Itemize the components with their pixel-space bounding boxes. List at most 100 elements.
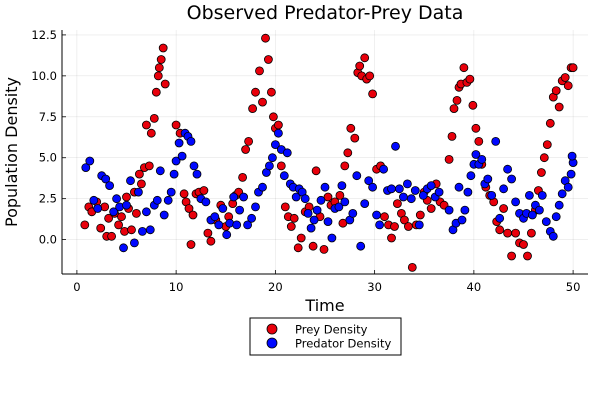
predator-point xyxy=(291,192,301,202)
prey-point xyxy=(474,136,484,146)
predator-point xyxy=(251,202,260,212)
prey-point xyxy=(471,123,481,133)
prey-point xyxy=(280,202,290,212)
predator-point xyxy=(171,156,181,166)
predator-point xyxy=(273,128,283,138)
predator-point xyxy=(93,204,103,213)
predator-point xyxy=(166,187,176,197)
prey-point xyxy=(335,190,345,200)
prey-point xyxy=(449,104,459,113)
predator-point xyxy=(229,192,239,202)
predator-point xyxy=(89,195,99,205)
prey-point xyxy=(149,114,159,123)
predator-point xyxy=(137,226,147,236)
predator-point xyxy=(364,176,374,186)
predator-point xyxy=(337,181,347,191)
prey-point xyxy=(184,204,194,213)
legend: Prey Density Predator Density xyxy=(249,317,402,356)
predator-point xyxy=(306,223,316,233)
prey-point xyxy=(273,120,283,130)
prey-point xyxy=(144,161,154,171)
prey-point xyxy=(499,204,509,213)
prey-point xyxy=(523,251,532,261)
predator-point xyxy=(414,220,424,230)
predator-point xyxy=(426,181,436,191)
prey-point xyxy=(146,128,156,138)
predator-point xyxy=(214,220,224,230)
predator-point xyxy=(186,136,196,146)
predator-point xyxy=(109,207,118,217)
predator-point xyxy=(141,207,151,217)
predator-point xyxy=(499,184,509,194)
predator-point xyxy=(483,174,493,184)
prey-point xyxy=(568,63,578,73)
prey-point xyxy=(263,55,273,64)
prey-point xyxy=(459,63,469,73)
predator-point xyxy=(189,161,199,171)
predator-point xyxy=(152,195,162,205)
predator-point xyxy=(391,141,400,151)
prey-point xyxy=(261,33,270,43)
legend-box xyxy=(249,317,402,356)
prey-point xyxy=(151,87,161,97)
predator-point xyxy=(398,192,408,202)
prey-point xyxy=(415,210,425,220)
predator-point xyxy=(279,171,289,181)
x-tick-label: 30 xyxy=(367,280,382,294)
predator-point xyxy=(535,205,544,215)
predator-point xyxy=(340,197,350,207)
prey-point xyxy=(293,243,303,253)
predator-point xyxy=(222,230,232,240)
predator-point xyxy=(258,182,267,192)
predator-point xyxy=(323,217,333,227)
predator-point xyxy=(394,184,404,194)
predator-point xyxy=(511,197,520,207)
y-tick-label: 10.0 xyxy=(31,69,57,83)
prey-point xyxy=(238,172,248,182)
prey-point xyxy=(107,231,116,241)
prey-point xyxy=(308,241,318,251)
predator-point xyxy=(163,195,173,205)
predator-point xyxy=(270,140,280,150)
predator-point xyxy=(300,194,310,204)
predator-point xyxy=(264,161,274,171)
prey-point xyxy=(537,168,546,177)
legend-marker-prey xyxy=(266,323,278,335)
prey-point xyxy=(511,228,520,238)
predator-point xyxy=(85,156,95,166)
prey-point xyxy=(542,140,552,150)
predator-point xyxy=(348,208,358,218)
prey-point xyxy=(255,66,264,76)
prey-point xyxy=(447,131,457,141)
prey-point xyxy=(407,262,417,272)
predator-point xyxy=(210,212,220,222)
predator-point xyxy=(477,154,487,164)
predator-point xyxy=(243,220,253,230)
predator-series xyxy=(81,128,578,253)
predator-point xyxy=(503,164,513,174)
prey-point xyxy=(268,112,278,122)
prey-point xyxy=(551,86,561,95)
predator-point xyxy=(554,200,564,210)
predator-point xyxy=(334,202,344,212)
legend-label-prey: Prey Density xyxy=(295,323,368,337)
prey-point xyxy=(266,87,276,97)
prey-point xyxy=(346,123,356,133)
y-tick-label: 7.5 xyxy=(39,110,57,124)
predator-point xyxy=(487,190,497,200)
prey-point xyxy=(134,169,144,179)
predator-point xyxy=(460,205,470,215)
prey-point xyxy=(286,222,296,231)
predator-point xyxy=(541,217,551,227)
predator-point xyxy=(352,171,362,181)
prey-point xyxy=(519,240,528,249)
predator-point xyxy=(316,195,326,205)
predator-point xyxy=(548,231,558,241)
predator-point xyxy=(567,151,577,161)
predator-point xyxy=(471,150,481,159)
prey-point xyxy=(114,220,123,230)
y-axis-label: Population Density xyxy=(2,77,21,227)
x-tick-label: 40 xyxy=(467,280,482,294)
prey-point xyxy=(160,79,170,89)
